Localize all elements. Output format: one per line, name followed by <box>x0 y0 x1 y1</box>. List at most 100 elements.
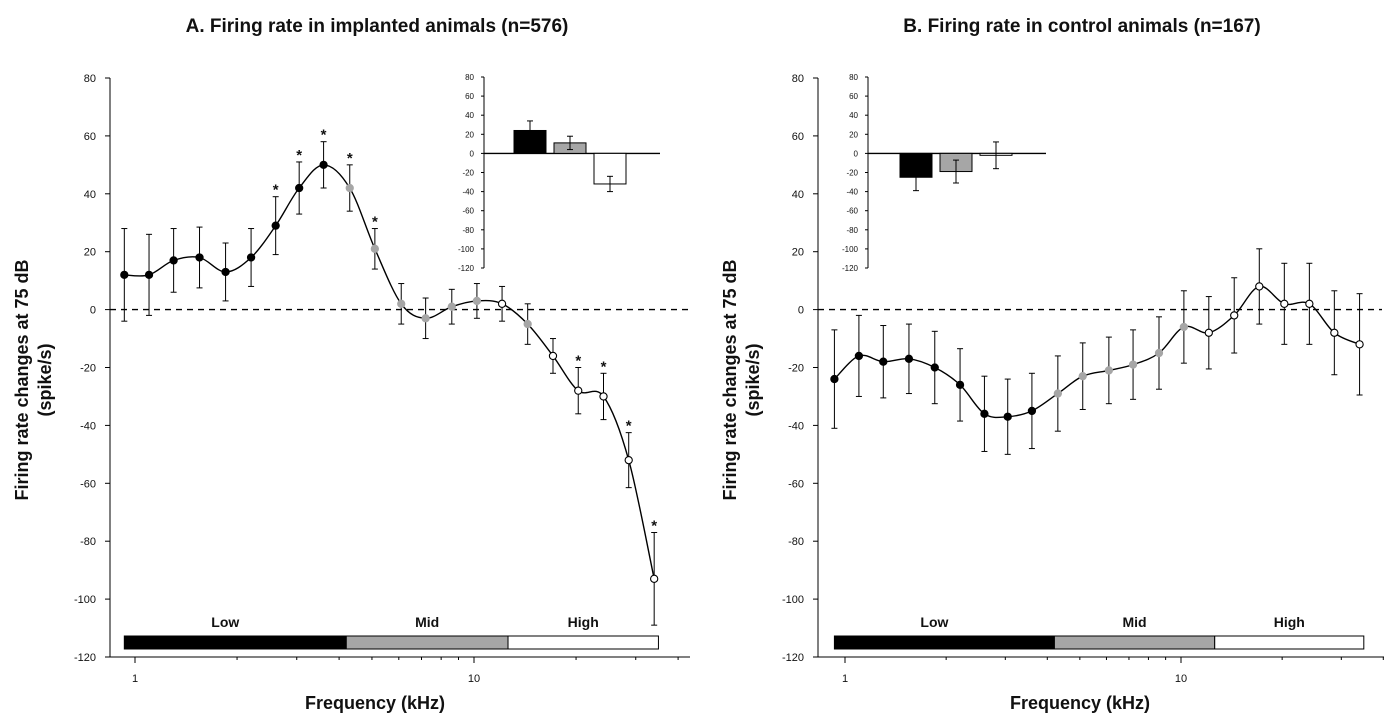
significance-marker: * <box>372 214 378 231</box>
inset-bar-chart: 80 60 40 20 0 -20 -40 -60 -80 -100 -120 <box>458 73 660 273</box>
y-tick-label: -80 <box>788 536 804 548</box>
data-point <box>397 299 406 308</box>
inset-y-tick-label: -40 <box>846 188 858 197</box>
y-tick-label: 20 <box>792 247 804 259</box>
inset-y-tick-label: -20 <box>462 169 474 178</box>
inset-bar-chart: 80 60 40 20 0 -20 -40 -60 -80 -100 -120 <box>842 73 1046 273</box>
data-point <box>650 574 659 583</box>
data-point <box>370 244 380 253</box>
band-label-high: High <box>568 614 599 630</box>
y-axis-label-line-2: (spike/s) <box>743 343 763 416</box>
inset-y-tick-label: -120 <box>842 264 859 273</box>
y-tick-label: -40 <box>788 420 804 432</box>
significance-marker: * <box>347 150 353 167</box>
plot-area: 80 60 40 20 0 -20 -40 -60 -80 -100 -120 1 10 Low Mid Hi… <box>74 73 690 685</box>
data-point <box>955 380 965 390</box>
band-segment-low <box>833 635 1055 650</box>
data-point <box>1128 360 1138 369</box>
inset-y-tick-label: -40 <box>462 188 474 197</box>
data-point <box>271 221 280 230</box>
data-point <box>1027 406 1037 416</box>
data-point <box>1305 299 1314 308</box>
inset-bar-high <box>593 152 627 185</box>
data-point <box>1078 372 1087 381</box>
chart-title: B. Firing rate in control animals (n=167… <box>903 16 1260 37</box>
data-point <box>1053 389 1062 398</box>
y-tick-label: 60 <box>792 131 804 143</box>
data-point <box>120 270 129 280</box>
band-label-low: Low <box>920 614 948 630</box>
y-tick-label: -120 <box>782 652 804 664</box>
data-point <box>1230 311 1239 320</box>
data-point <box>421 314 430 323</box>
inset-y-tick-label: 80 <box>465 73 474 82</box>
inset-y-tick-label: 60 <box>849 92 858 101</box>
data-point <box>879 357 888 366</box>
data-point <box>1154 348 1164 358</box>
data-point <box>980 409 989 418</box>
inset-y-tick-label: -80 <box>846 226 858 235</box>
inset-y-tick-label: 40 <box>465 111 474 120</box>
inset-y-tick-label: -60 <box>846 207 858 216</box>
data-point <box>1179 322 1189 332</box>
band-label-mid: Mid <box>1123 614 1147 630</box>
y-tick-label: 80 <box>84 73 96 85</box>
band-segment-high <box>1214 635 1365 650</box>
inset-y-tick-label: 80 <box>849 73 858 82</box>
data-point <box>345 183 354 193</box>
x-axis-label: Frequency (kHz) <box>305 693 445 713</box>
data-point <box>246 253 256 262</box>
band-label-high: High <box>1274 614 1305 630</box>
significance-marker: * <box>296 147 302 164</box>
data-point <box>221 267 230 277</box>
x-axis-label: Frequency (kHz) <box>1010 693 1150 713</box>
band-segment-mid <box>345 635 509 650</box>
inset-y-tick-label: 20 <box>465 130 474 139</box>
data-point <box>295 183 304 193</box>
y-tick-label: -100 <box>782 594 804 606</box>
data-point <box>599 392 608 401</box>
band-segment-mid <box>1053 635 1216 650</box>
significance-marker: * <box>575 353 581 370</box>
y-axis-label-line-1: Firing rate changes at 75 dB <box>12 259 32 500</box>
data-point <box>1280 299 1289 308</box>
inset-y-tick-label: 20 <box>849 130 858 139</box>
plot-area: 80 60 40 20 0 -20 -40 -60 -80 -100 -120 1 10 Low Mid Hi… <box>782 73 1384 685</box>
inset-y-tick-label: -120 <box>458 264 475 273</box>
y-tick-label: 0 <box>90 305 96 317</box>
band-label-low: Low <box>211 614 239 630</box>
data-point <box>1255 282 1264 291</box>
y-tick-label: -60 <box>80 478 96 490</box>
inset-y-tick-label: -80 <box>462 226 474 235</box>
series-line <box>833 285 1360 419</box>
panel-b: B. Firing rate in control animals (n=167… <box>720 16 1384 713</box>
y-tick-label: -20 <box>788 363 804 375</box>
y-tick-label: 80 <box>792 73 804 85</box>
y-tick-label: -120 <box>74 652 96 664</box>
data-point <box>319 160 328 169</box>
data-point <box>523 319 532 329</box>
data-point <box>548 351 558 361</box>
x-tick-label: 10 <box>1175 673 1187 685</box>
inset-y-tick-label: 60 <box>465 92 474 101</box>
data-point <box>1003 412 1012 421</box>
panel-a: A. Firing rate in implanted animals (n=5… <box>12 16 690 713</box>
x-tick-label: 1 <box>842 673 848 685</box>
significance-marker: * <box>321 127 327 144</box>
data-point <box>472 296 482 306</box>
data-point <box>144 270 154 280</box>
data-point <box>1355 340 1364 349</box>
inset-y-tick-label: -100 <box>842 245 859 254</box>
significance-marker: * <box>273 182 279 199</box>
data-point <box>830 374 839 384</box>
significance-marker: * <box>601 358 607 375</box>
inset-y-tick-label: -20 <box>846 169 858 178</box>
data-point <box>169 256 178 265</box>
inset-y-tick-label: 40 <box>849 111 858 120</box>
data-point <box>930 363 939 372</box>
data-point <box>854 351 864 361</box>
inset-y-tick-label: 0 <box>470 149 475 158</box>
band-segment-high <box>507 635 659 650</box>
data-point <box>1204 328 1213 337</box>
